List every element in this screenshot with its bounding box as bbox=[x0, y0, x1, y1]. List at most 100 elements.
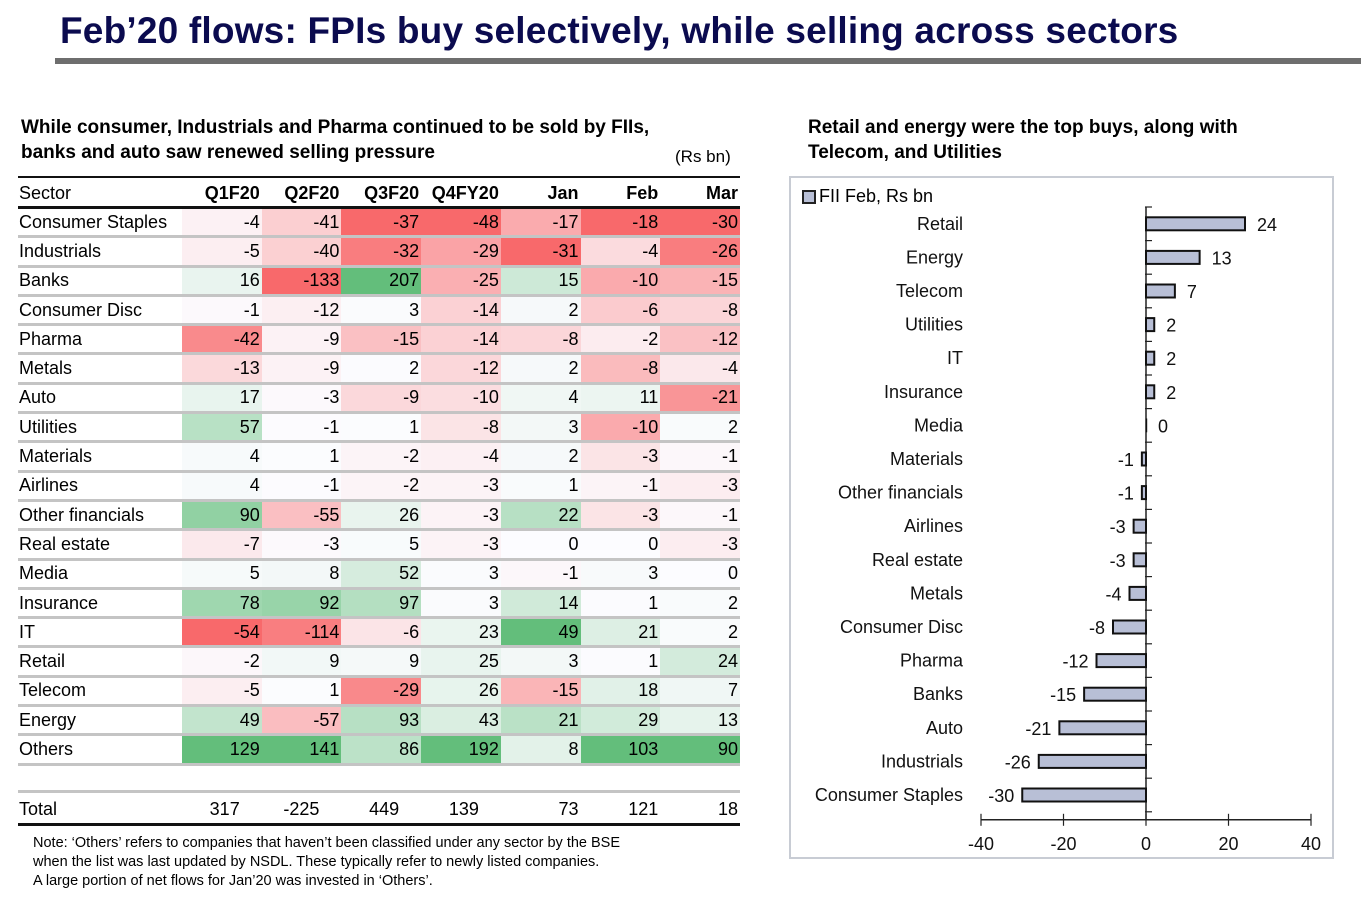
sector-label: Utilities bbox=[18, 412, 183, 444]
table-row: IT -54 -114 -6 23 49 21 2 bbox=[18, 617, 740, 649]
table-row: Others 129 141 86 192 8 103 90 bbox=[18, 734, 740, 766]
total-value: 139 bbox=[448, 799, 479, 819]
heatmap-cell: -9 bbox=[261, 324, 342, 356]
heatmap-cell: 14 bbox=[500, 588, 581, 620]
sector-label: Insurance bbox=[18, 588, 183, 620]
sector-label: Real estate bbox=[18, 529, 183, 561]
heatmap-cell: -42 bbox=[182, 324, 262, 356]
heatmap-cell: -114 bbox=[261, 617, 342, 649]
heatmap-cell: -18 bbox=[580, 207, 661, 239]
heatmap-cell: 8 bbox=[261, 559, 342, 590]
table-row: Materials 4 1 -2 -4 2 -3 -1 bbox=[18, 441, 740, 473]
table-row: Airlines 4 -1 -2 -3 1 -1 -3 bbox=[18, 471, 740, 502]
x-tick-label: 20 bbox=[1218, 834, 1238, 854]
bar bbox=[1112, 619, 1147, 635]
category-label: IT bbox=[947, 348, 963, 368]
legend-swatch-icon bbox=[802, 189, 816, 204]
heatmap-cell: 8 bbox=[500, 734, 581, 766]
bar bbox=[1145, 249, 1201, 265]
heatmap-cell: 22 bbox=[500, 500, 581, 532]
heatmap-cell: 3 bbox=[421, 588, 501, 620]
bar bbox=[1083, 686, 1147, 702]
category-label: Pharma bbox=[900, 651, 964, 671]
heatmap-cell: -14 bbox=[421, 324, 501, 356]
total-value: 121 bbox=[628, 799, 659, 819]
total-value: 449 bbox=[369, 799, 400, 819]
sector-label: Telecom bbox=[18, 676, 183, 708]
column-header-feb: Feb bbox=[580, 180, 661, 209]
bar-chart-subtitle-line-1: Retail and energy were the top buys, alo… bbox=[808, 117, 1238, 138]
heatmap-cell: 26 bbox=[421, 676, 501, 708]
sector-flows-heatmap-table: Sector Q1F20 Q2F20 Q3F20 Q4FY20 Jan Feb Mar Con… bbox=[18, 180, 740, 766]
table-row: Banks 16 -133 207 -25 15 -10 -15 bbox=[18, 266, 740, 297]
bar-value-label: -21 bbox=[1025, 719, 1051, 739]
bar bbox=[1145, 418, 1148, 433]
bar-value-label: 2 bbox=[1166, 383, 1176, 403]
category-label: Banks bbox=[913, 684, 963, 704]
table-row: Retail -2 9 9 25 3 1 24 bbox=[18, 646, 740, 678]
column-header-q3f20: Q3F20 bbox=[341, 180, 422, 209]
table-row: Media 5 8 52 3 -1 3 0 bbox=[18, 559, 740, 590]
x-tick-label: 0 bbox=[1141, 834, 1151, 854]
heatmap-cell: -1 bbox=[261, 471, 342, 502]
table-row: Consumer Disc -1 -12 3 -14 2 -6 -8 bbox=[18, 295, 740, 327]
heatmap-cell: 86 bbox=[341, 734, 422, 766]
heatmap-cell: -3 bbox=[660, 471, 740, 502]
heatmap-cell: -4 bbox=[182, 207, 262, 239]
heatmap-cell: 3 bbox=[500, 646, 581, 678]
heatmap-cell: -3 bbox=[261, 529, 342, 561]
heatmap-cell: -3 bbox=[580, 441, 661, 473]
total-value: 18 bbox=[717, 799, 738, 819]
category-label: Materials bbox=[890, 449, 963, 469]
heatmap-cell: 57 bbox=[182, 412, 262, 444]
heatmap-cell: -8 bbox=[580, 353, 661, 385]
heatmap-cell: 1 bbox=[580, 646, 661, 678]
heatmap-cell: -1 bbox=[660, 500, 740, 532]
heatmap-cell: -8 bbox=[500, 324, 581, 356]
heatmap-cell: -2 bbox=[341, 471, 422, 502]
bar bbox=[1095, 653, 1147, 669]
heatmap-cell: -1 bbox=[580, 471, 661, 502]
title-underline bbox=[55, 58, 1361, 64]
heatmap-cell: -55 bbox=[261, 500, 342, 532]
heatmap-cell: -2 bbox=[182, 646, 262, 678]
heatmap-cell: -3 bbox=[421, 529, 501, 561]
heatmap-cell: 3 bbox=[341, 295, 422, 327]
category-label: Real estate bbox=[872, 550, 963, 570]
page-title: Feb’20 flows: FPIs buy selectively, whil… bbox=[60, 10, 1179, 51]
table-units: (Rs bn) bbox=[675, 147, 731, 166]
heatmap-cell: 49 bbox=[500, 617, 581, 649]
bar bbox=[1058, 720, 1147, 736]
total-value: 317 bbox=[209, 799, 240, 819]
heatmap-cell: 1 bbox=[261, 676, 342, 708]
heatmap-cell: 90 bbox=[182, 500, 262, 532]
bar-value-label: -30 bbox=[988, 786, 1014, 806]
heatmap-cell: -25 bbox=[421, 266, 501, 297]
heatmap-cell: 2 bbox=[660, 617, 740, 649]
heatmap-cell: 9 bbox=[261, 646, 342, 678]
table-row: Consumer Staples -4 -41 -37 -48 -17 -18 -30 bbox=[18, 207, 740, 239]
heatmap-cell: 2 bbox=[660, 588, 740, 620]
heatmap-cell: 4 bbox=[182, 471, 262, 502]
heatmap-cell: -10 bbox=[580, 266, 661, 297]
column-header-q2f20: Q2F20 bbox=[261, 180, 342, 209]
sector-label: Metals bbox=[18, 353, 183, 385]
table-footnote: Note: ‘Others’ refers to companies that … bbox=[33, 834, 753, 891]
heatmap-cell: -3 bbox=[421, 471, 501, 502]
sector-label: Energy bbox=[18, 705, 183, 737]
bar-value-label: -1 bbox=[1118, 484, 1134, 504]
heatmap-cell: -17 bbox=[500, 207, 581, 239]
heatmap-cell: -4 bbox=[580, 236, 661, 268]
heatmap-cell: 192 bbox=[421, 734, 501, 766]
table-header-row: Sector Q1F20 Q2F20 Q3F20 Q4FY20 Jan Feb Mar bbox=[18, 180, 740, 209]
footnote-line-3: A large portion of net flows for Jan’20 … bbox=[33, 873, 433, 889]
bar-value-label: -3 bbox=[1110, 517, 1126, 537]
sector-label: Other financials bbox=[18, 500, 183, 532]
bar-value-label: -3 bbox=[1110, 551, 1126, 571]
table-row: Industrials -5 -40 -32 -29 -31 -4 -26 bbox=[18, 236, 740, 268]
footnote-line-1: Note: ‘Others’ refers to companies that … bbox=[33, 835, 621, 851]
heatmap-cell: 9 bbox=[341, 646, 422, 678]
bar-value-label: -4 bbox=[1105, 584, 1121, 604]
heatmap-cell: 5 bbox=[341, 529, 422, 561]
